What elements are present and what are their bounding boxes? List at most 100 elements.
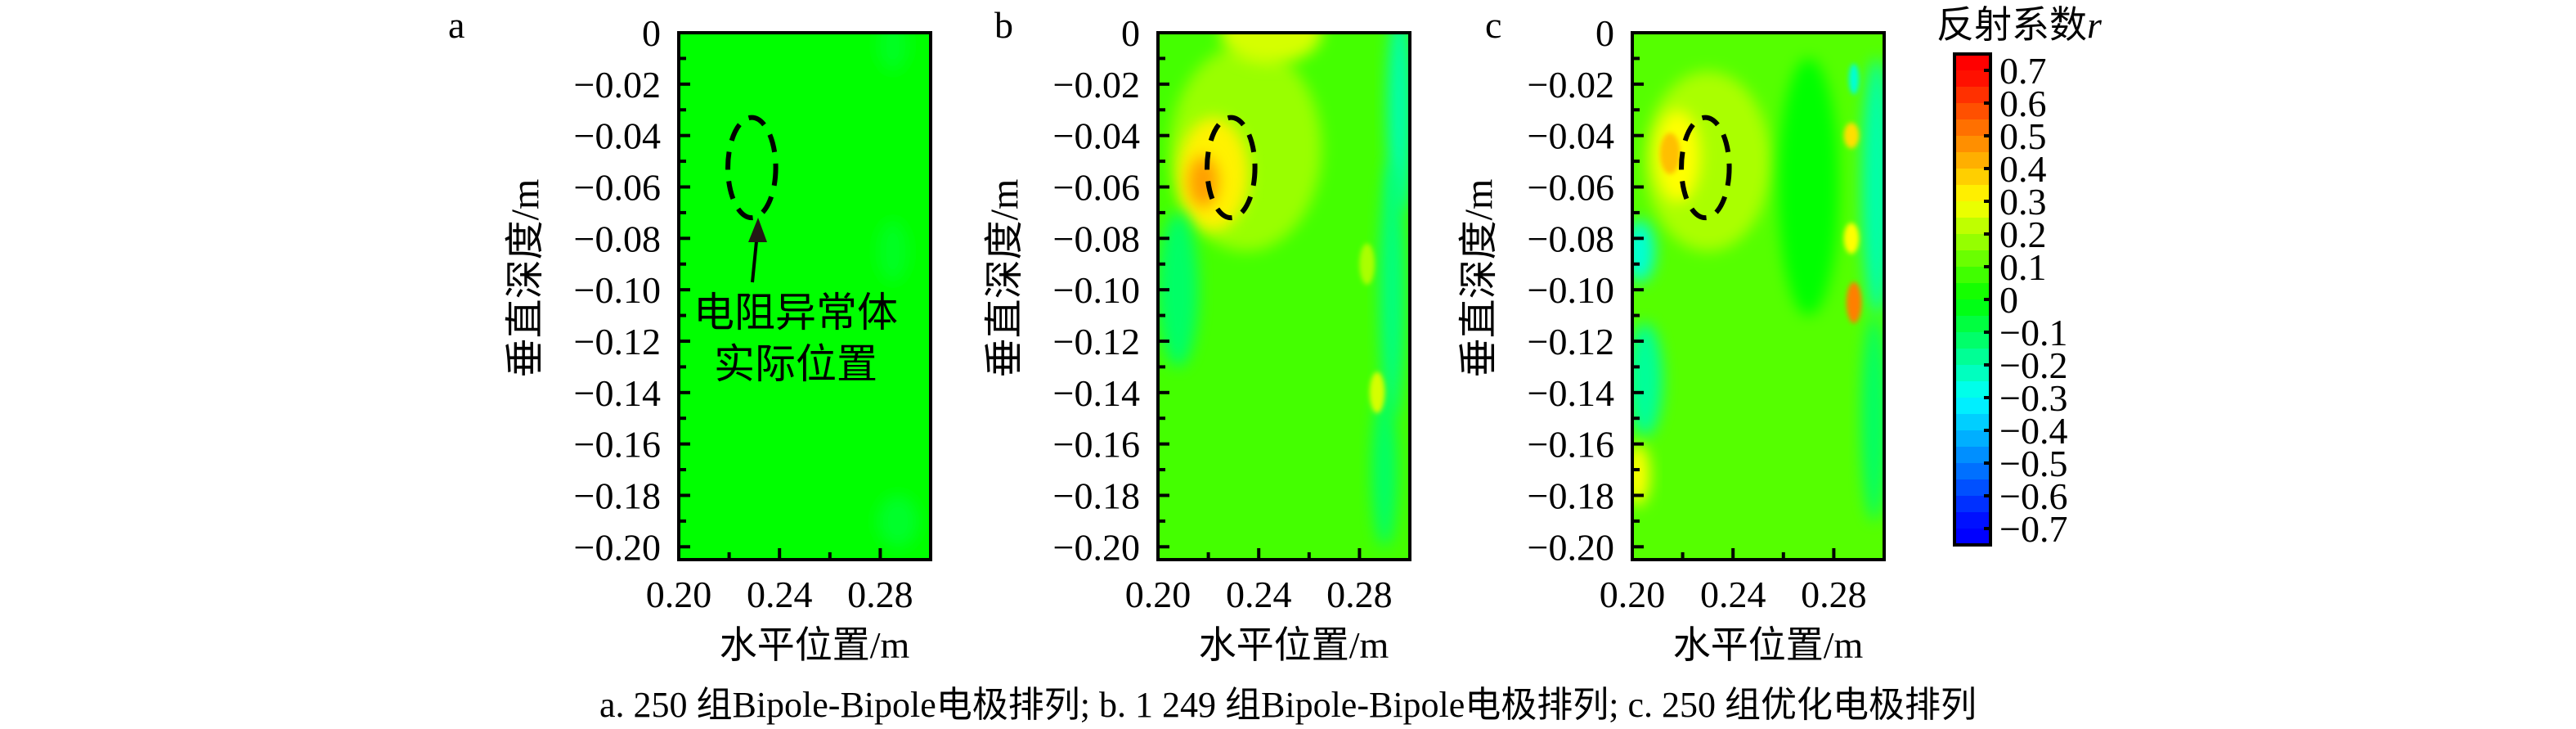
y-axis-title: 垂直深度/m [504, 179, 547, 378]
heatmap-region [1632, 443, 1650, 506]
plot-frame [1156, 31, 1411, 561]
colorbar-band [1954, 185, 1990, 202]
heatmap-panel-a: 0 −0.02 −0.04 −0.06 −0.08 −0.10 −0.12 −0.14 −0.1… [448, 4, 932, 666]
heatmap-region [1632, 323, 1663, 437]
y-tick-label: −0.08 [574, 218, 661, 259]
colorbar-band [1954, 381, 1990, 398]
colorbar-band [1954, 365, 1990, 382]
heatmap-region [1778, 58, 1839, 316]
colorbar-tick-label: −0.3 [1999, 377, 2067, 419]
colorbar-band [1954, 496, 1990, 513]
colorbar-title-variable: r [2087, 4, 2103, 46]
anomaly-outline [1205, 115, 1258, 221]
y-tick-label: −0.20 [574, 526, 661, 568]
plot-frame [1631, 31, 1886, 561]
y-tick-label: −0.12 [1528, 321, 1614, 362]
y-tick-label: −0.10 [574, 269, 661, 311]
heatmap-region [877, 220, 909, 282]
x-axis-title: 水平位置/m [720, 624, 910, 666]
y-tick-label: −0.18 [1528, 475, 1614, 516]
y-tick-label: −0.04 [1053, 115, 1140, 157]
colorbar-tick-label: 0 [1999, 279, 2018, 321]
y-tick-label: −0.14 [1053, 372, 1140, 414]
y-tick-label: −0.04 [1528, 115, 1614, 157]
colorbar-tick-label: −0.7 [1999, 508, 2067, 550]
heatmap-region [1371, 392, 1398, 547]
heatmap-region [1359, 243, 1375, 285]
colorbar-band [1954, 87, 1990, 104]
heatmap-region [1369, 371, 1385, 413]
panel-label: a [448, 4, 464, 46]
colorbar-band [1954, 169, 1990, 186]
colorbar-tick-label: 0.4 [1999, 148, 2047, 190]
x-tick-label: 0.24 [1226, 574, 1292, 615]
colorbar-tick-label: −0.5 [1999, 443, 2067, 484]
colorbar-title: 反射系数r [1936, 4, 2103, 46]
colorbar-tick-label: 0.1 [1999, 246, 2047, 288]
x-tick-label: 0.24 [1700, 574, 1766, 615]
colorbar-band [1954, 430, 1990, 448]
y-tick-label: −0.06 [1053, 166, 1140, 208]
anomaly-outline [1679, 115, 1732, 221]
heatmap-field [679, 33, 931, 560]
x-tick-label: 0.20 [1125, 574, 1192, 615]
panel-label: b [994, 4, 1013, 46]
colorbar-band [1954, 218, 1990, 235]
y-tick-label: −0.04 [574, 115, 661, 157]
heatmap-region [1659, 133, 1681, 174]
y-tick-label: −0.14 [1528, 372, 1614, 414]
colorbar-tick-label: 0.3 [1999, 181, 2047, 223]
x-tick-label: 0.24 [747, 574, 813, 615]
colorbar-band [1954, 398, 1990, 415]
colorbar-band [1954, 54, 1990, 71]
colorbar-band [1954, 316, 1990, 333]
heatmap-panel-b: 0 −0.02 −0.04 −0.06 −0.08 −0.10 −0.12 −0.14 −0.1… [983, 4, 1411, 666]
colorbar-title-text: 反射系数 [1936, 4, 2087, 46]
y-tick-label: −0.20 [1053, 526, 1140, 568]
heatmap-region [1380, 161, 1405, 419]
y-tick-label: −0.10 [1053, 269, 1140, 311]
x-axis-title: 水平位置/m [1199, 624, 1389, 666]
colorbar-band [1954, 70, 1990, 88]
y-tick-label: −0.12 [574, 321, 661, 362]
heatmap-region [1158, 212, 1199, 367]
y-tick-label: −0.16 [574, 424, 661, 466]
colorbar-band [1954, 152, 1990, 169]
colorbar-band [1954, 119, 1990, 137]
heatmap-background [679, 33, 931, 560]
y-tick-label: −0.14 [574, 372, 661, 414]
heatmap-region [877, 33, 909, 72]
colorbar-tick-label: −0.6 [1999, 475, 2067, 517]
panel-label: c [1485, 4, 1501, 46]
heatmap-region [1843, 122, 1860, 149]
colorbar-band [1954, 447, 1990, 464]
heatmap-region [1848, 63, 1860, 95]
y-tick-label: −0.16 [1528, 424, 1614, 466]
y-axis-title: 垂直深度/m [983, 179, 1026, 378]
colorbar-tick-label: −0.4 [1999, 410, 2067, 452]
y-tick-label: −0.06 [574, 166, 661, 208]
plot-frame [677, 31, 932, 561]
heatmap-region [1861, 315, 1884, 521]
colorbar-band [1954, 332, 1990, 349]
annotation-text: 实际位置 [714, 341, 877, 387]
y-tick-label: 0 [1595, 12, 1614, 54]
heatmap-region [877, 495, 918, 547]
y-tick-label: −0.20 [1528, 526, 1614, 568]
y-tick-label: −0.18 [1053, 475, 1140, 516]
colorbar-tick-label: −0.2 [1999, 344, 2067, 386]
colorbar-band [1954, 283, 1990, 300]
y-tick-label: −0.16 [1053, 424, 1140, 466]
x-tick-label: 0.28 [1326, 574, 1393, 615]
heatmap-region [1221, 33, 1322, 64]
colorbar-band [1954, 103, 1990, 120]
x-tick-label: 0.20 [646, 574, 712, 615]
x-axis-title: 水平位置/m [1673, 624, 1864, 666]
y-tick-label: −0.08 [1528, 218, 1614, 259]
colorbar-band [1954, 349, 1990, 366]
colorbar-band [1954, 250, 1990, 268]
colorbar-band [1954, 479, 1990, 497]
y-tick-label: −0.02 [1528, 64, 1614, 106]
